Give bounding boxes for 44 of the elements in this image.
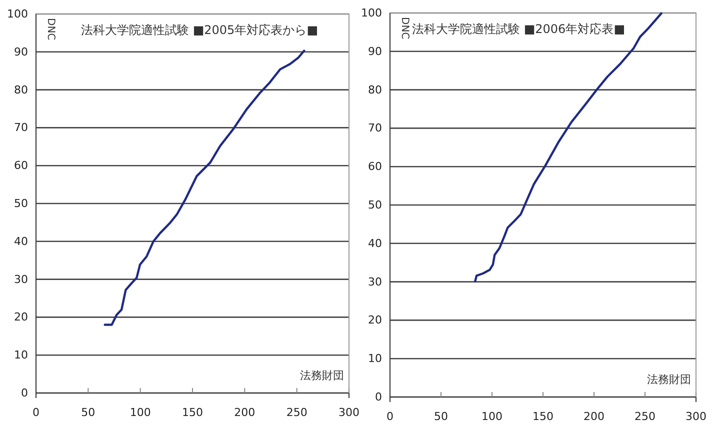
x-tick-label: 50	[81, 406, 96, 419]
x-tick-label: 0	[32, 406, 40, 419]
x-tick-label: 250	[634, 410, 656, 423]
y-tick-label: 60	[368, 160, 382, 174]
y-tick-label: 10	[14, 348, 28, 362]
x-tick-label: 50	[434, 410, 448, 423]
y-tick-label: 30	[368, 275, 382, 288]
x-tick-label: 150	[182, 406, 203, 419]
y-tick-label: 70	[14, 121, 28, 134]
y-tick-label: 80	[368, 83, 382, 96]
text: 法科大学院適性試験 ■2005年対応表から■	[81, 23, 318, 37]
y-tick-label: 50	[368, 198, 382, 212]
y-axis-title: DNC	[399, 17, 410, 40]
text: 法科大学院適性試験 ■2006年対応表■	[412, 22, 626, 36]
y-tick-label: 0	[21, 386, 28, 400]
x-tick-label: 300	[686, 410, 706, 423]
y-tick-label: 90	[14, 45, 28, 58]
line-series	[104, 50, 306, 326]
y-tick-label: 80	[14, 83, 28, 96]
x-tick-label: 200	[584, 410, 604, 423]
y-axis-title: DNC	[45, 18, 56, 40]
x-tick-label: 100	[482, 410, 502, 423]
y-tick-label: 20	[14, 310, 28, 324]
x-axis-title: 法務財団	[647, 373, 691, 386]
y-tick-label: 40	[14, 234, 28, 248]
x-tick-label: 300	[338, 406, 360, 419]
x-tick-label: 200	[234, 406, 256, 419]
y-tick-label: 100	[7, 8, 28, 21]
x-tick-label: 100	[130, 406, 151, 419]
y-tick-label: 20	[368, 314, 382, 327]
y-tick-label: 60	[14, 159, 28, 172]
x-axis-title: 法務財団	[300, 369, 344, 382]
y-tick-label: 50	[14, 197, 28, 210]
x-tick-label: 150	[532, 410, 554, 423]
x-tick-label: 250	[286, 406, 308, 419]
y-tick-label: 40	[368, 236, 382, 250]
y-tick-label: 70	[368, 122, 382, 135]
line-series	[474, 12, 662, 283]
y-tick-label: 100	[361, 6, 382, 20]
y-tick-label: 30	[14, 272, 28, 286]
y-tick-label: 90	[368, 44, 382, 58]
y-tick-label: 0	[375, 390, 382, 404]
y-tick-label: 10	[368, 352, 382, 366]
x-tick-label: 0	[386, 410, 394, 423]
